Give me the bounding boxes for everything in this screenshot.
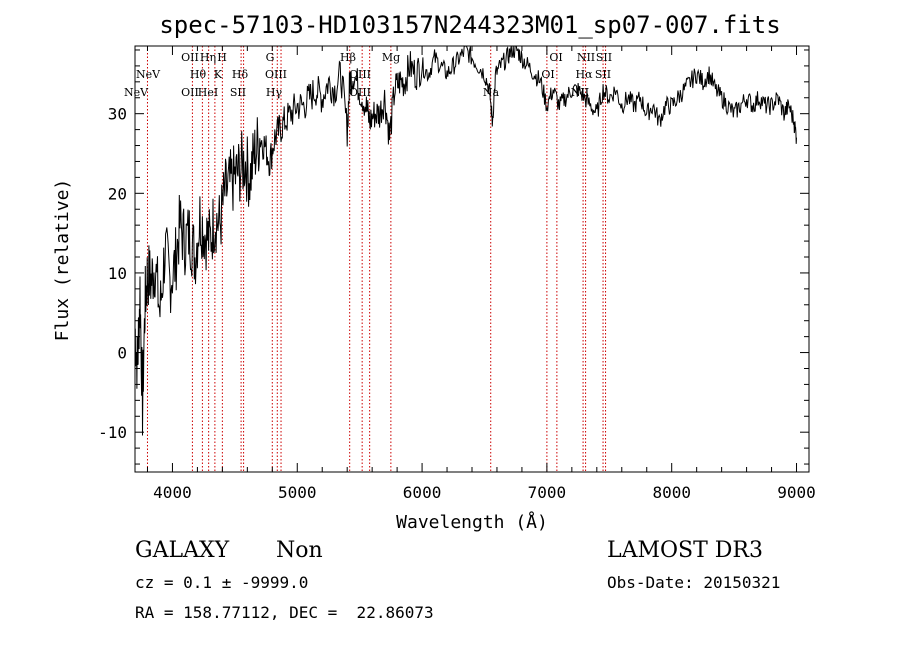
- line-label-13: Hγ: [266, 86, 283, 99]
- y-axis-label: Flux (relative): [52, 179, 73, 342]
- spectrum-plot: [134, 45, 797, 436]
- x-tick-label: 7000: [528, 483, 567, 502]
- chart-title: spec-57103-HD103157N244323M01_sp07-007.f…: [159, 11, 780, 39]
- y-tick-label: 30: [108, 105, 127, 124]
- y-tick-label: -10: [98, 423, 127, 442]
- line-label-3: OII: [181, 51, 199, 64]
- line-label-10: SII: [230, 86, 246, 99]
- obs-date: Obs-Date: 20150321: [607, 573, 781, 592]
- cz-value: cz = 0.1 ± -9999.0: [135, 573, 309, 592]
- y-tick-label: 0: [117, 344, 127, 363]
- x-tick-label: 9000: [777, 483, 816, 502]
- line-label-15: OIII: [349, 68, 371, 81]
- x-tick-label: 5000: [278, 483, 317, 502]
- line-label-4: Hη: [200, 51, 216, 64]
- x-tick-label: 4000: [153, 483, 192, 502]
- line-label-22: SII: [596, 51, 612, 64]
- object-class: GALAXY: [135, 538, 230, 563]
- line-label-19: OI: [549, 51, 562, 64]
- survey-name: LAMOST DR3: [607, 538, 763, 563]
- line-label-12: OIII: [265, 68, 287, 81]
- line-label-6: Hθ: [190, 68, 207, 81]
- spectrum-line: [134, 45, 797, 436]
- line-label-11: G: [266, 51, 275, 64]
- object-subclass: Non: [276, 538, 323, 563]
- line-label-18: Na: [483, 86, 500, 99]
- line-label-24: SII: [595, 68, 611, 81]
- line-label-9: Hδ: [232, 68, 249, 81]
- line-label-0: NeV: [136, 68, 161, 81]
- line-label-23: Hα: [575, 68, 593, 81]
- line-label-16: OIII: [349, 86, 371, 99]
- line-label-7: K: [214, 68, 223, 81]
- x-tick-label: 6000: [403, 483, 442, 502]
- y-axis-ticks: -10 0 10 20 30: [98, 49, 809, 465]
- coordinates: RA = 158.77112, DEC = 22.86073: [135, 603, 434, 622]
- y-tick-label: 10: [108, 264, 127, 283]
- line-label-14: Hβ: [340, 51, 356, 64]
- line-label-2: OII: [181, 86, 199, 99]
- x-tick-label: 8000: [652, 483, 691, 502]
- x-axis-ticks: 4000 5000 6000 7000 8000 9000: [146, 46, 816, 502]
- y-tick-label: 20: [108, 184, 127, 203]
- plot-frame: [134, 45, 810, 473]
- line-label-5: H: [217, 51, 227, 64]
- x-axis-label: Wavelength (Å): [396, 511, 548, 533]
- line-label-1: NeV: [124, 86, 149, 99]
- line-label-17: Mg: [382, 51, 400, 64]
- line-label-21: NII: [577, 51, 595, 64]
- line-label-25: NII: [571, 86, 589, 99]
- line-label-8: HeI: [198, 86, 218, 99]
- line-label-20: OI: [541, 68, 554, 81]
- line-label-26: NII: [571, 86, 589, 99]
